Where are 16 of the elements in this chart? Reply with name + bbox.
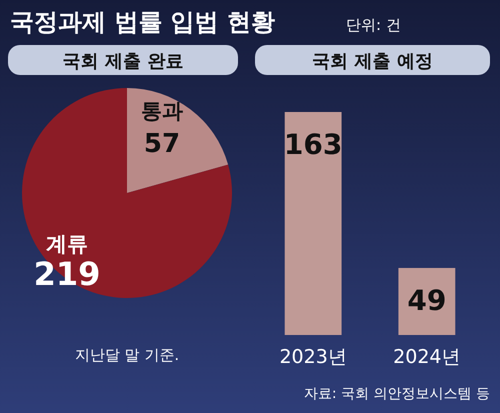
chart-subtitle: 국회 제출 예정: [312, 51, 433, 72]
data-label: 219: [34, 255, 100, 293]
data-label: 49: [407, 284, 446, 317]
text: 단위: 건: [346, 16, 401, 34]
text: 지난달 말 기준.: [74, 346, 180, 364]
pie-slice: [22, 88, 232, 298]
x-tick-label: 2023년: [279, 346, 347, 368]
text: 자료: 국회 의안정보시스템 등: [304, 386, 490, 402]
x-tick-label: 2024년: [393, 346, 461, 368]
data-label: 57: [144, 129, 180, 159]
data-label: 163: [284, 128, 342, 161]
slice-label: 통과: [141, 99, 183, 123]
slice-label: 계류: [46, 232, 88, 256]
chart-subtitle: 국회 제출 완료: [62, 51, 184, 72]
chart-title: 국정과제 법률 입법 현황: [10, 8, 276, 36]
pie-slice: [127, 88, 228, 193]
